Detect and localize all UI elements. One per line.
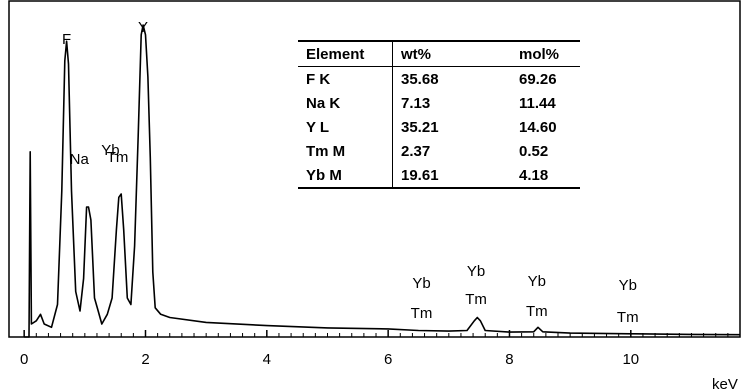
- peak-label-yb: Yb: [101, 142, 119, 159]
- cell-mol: 14.60: [519, 118, 557, 136]
- cell-mol: 4.18: [519, 166, 549, 184]
- cell-element: Tm M: [298, 139, 393, 163]
- peak-label-tm: Tm: [617, 309, 639, 326]
- peak-label-yb: Yb: [619, 277, 637, 294]
- cell-mol: 0.52: [519, 142, 549, 160]
- spectrum-line: [24, 24, 741, 338]
- peak-label-y: Y: [138, 19, 148, 36]
- cell-element: Y L: [298, 115, 393, 139]
- composition-table: Element wt% mol% F K 35.68 69.26 Na K 7.…: [298, 40, 580, 189]
- header-mol: mol%: [519, 45, 560, 63]
- cell-wt: 2.37: [401, 142, 431, 160]
- cell-wt: 35.68: [401, 70, 439, 88]
- table-row: Na K 7.13 11.44: [298, 91, 580, 115]
- header-element: Element: [298, 41, 393, 67]
- peak-label-f: F: [62, 31, 71, 48]
- cell-element: Yb M: [298, 163, 393, 188]
- peak-label-yb: Yb: [412, 275, 430, 292]
- cell-wt: 7.13: [401, 94, 431, 112]
- cell-element: Na K: [298, 91, 393, 115]
- peak-label-tm: Tm: [526, 303, 548, 320]
- peak-label-tm: Tm: [411, 305, 433, 322]
- peak-label-yb: Yb: [467, 263, 485, 280]
- x-axis-unit-label: keV: [712, 376, 738, 392]
- cell-mol: 69.26: [519, 70, 557, 88]
- x-tick-label: 2: [141, 351, 149, 368]
- cell-wt: 35.21: [401, 118, 439, 136]
- table-row: Yb M 19.61 4.18: [298, 163, 580, 188]
- peak-label-tm: Tm: [107, 149, 129, 166]
- table-row: Tm M 2.37 0.52: [298, 139, 580, 163]
- table-row: F K 35.68 69.26: [298, 66, 580, 91]
- cell-wt: 19.61: [401, 166, 439, 184]
- peak-label-yb: Yb: [528, 273, 546, 290]
- x-tick-label: 4: [263, 351, 271, 368]
- x-tick-label: 10: [622, 351, 639, 368]
- peak-label-na: Na: [70, 151, 90, 168]
- header-wt: wt%: [401, 45, 431, 63]
- cell-element: F K: [298, 66, 393, 91]
- cell-mol: 11.44: [519, 94, 556, 112]
- x-axis-tick-labels: 0 2 4 6 8 10: [20, 351, 639, 368]
- x-tick-label: 8: [505, 351, 513, 368]
- x-tick-label: 0: [20, 351, 28, 368]
- peak-label-tm: Tm: [465, 291, 487, 308]
- table-row: Y L 35.21 14.60: [298, 115, 580, 139]
- table-header-row: Element wt% mol%: [298, 41, 580, 67]
- x-tick-label: 6: [384, 351, 392, 368]
